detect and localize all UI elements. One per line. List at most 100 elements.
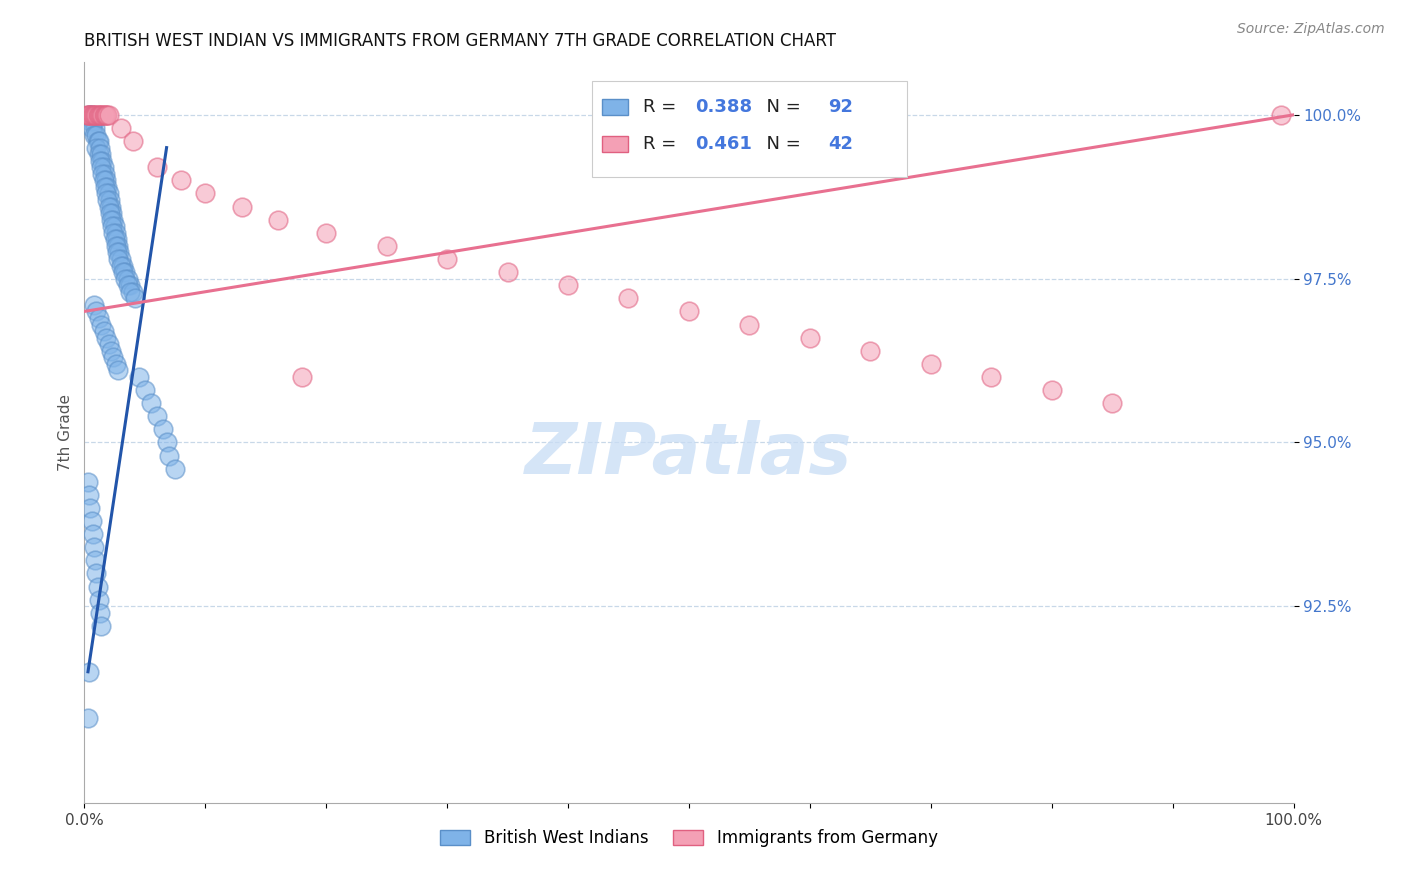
Point: [436, 252, 458, 266]
Point: [86, 140, 108, 154]
Point: [110, 259, 132, 273]
Point: [1040, 383, 1063, 397]
Point: [94, 330, 117, 344]
Point: [79, 108, 101, 122]
Point: [139, 396, 162, 410]
Point: [83, 541, 105, 555]
Point: [97, 200, 120, 214]
Point: [98, 206, 121, 220]
Point: [114, 271, 136, 285]
Point: [103, 226, 125, 240]
Text: N =: N =: [755, 98, 807, 116]
Point: [124, 291, 146, 305]
Text: Source: ZipAtlas.com: Source: ZipAtlas.com: [1237, 22, 1385, 37]
Point: [107, 363, 129, 377]
Point: [859, 343, 882, 358]
Point: [97, 108, 120, 122]
Point: [77, 108, 100, 122]
Point: [738, 318, 761, 332]
Point: [1270, 108, 1292, 122]
Point: [89, 606, 111, 620]
Point: [108, 245, 131, 260]
Point: [89, 153, 111, 168]
Point: [80, 120, 103, 135]
Point: [107, 239, 129, 253]
Point: [121, 134, 143, 148]
Point: [86, 108, 108, 122]
Point: [76, 108, 98, 122]
Point: [94, 108, 117, 122]
Point: [146, 409, 169, 424]
Point: [165, 461, 187, 475]
Point: [82, 114, 104, 128]
Point: [77, 488, 100, 502]
Point: [117, 271, 139, 285]
Point: [90, 147, 112, 161]
Point: [86, 580, 108, 594]
Point: [103, 212, 125, 227]
Point: [107, 252, 129, 266]
Point: [82, 108, 104, 122]
Point: [93, 108, 115, 122]
Point: [97, 186, 120, 201]
Text: 0.461: 0.461: [695, 135, 752, 153]
Point: [112, 259, 135, 273]
Point: [79, 108, 101, 122]
Point: [121, 285, 143, 299]
Point: [267, 212, 290, 227]
Point: [120, 285, 142, 299]
Point: [105, 245, 128, 260]
Point: [77, 665, 100, 679]
Point: [86, 304, 108, 318]
Point: [104, 357, 127, 371]
Point: [93, 173, 115, 187]
Point: [83, 108, 105, 122]
Point: [83, 128, 105, 142]
Point: [77, 108, 100, 122]
Point: [87, 592, 110, 607]
Point: [194, 186, 217, 201]
Point: [112, 265, 135, 279]
Text: R =: R =: [643, 135, 682, 153]
Point: [104, 232, 127, 246]
Point: [105, 232, 128, 246]
Text: R =: R =: [643, 98, 682, 116]
Text: 42: 42: [828, 135, 853, 153]
Point: [98, 193, 121, 207]
Point: [799, 330, 821, 344]
Point: [557, 278, 579, 293]
Y-axis label: 7th Grade: 7th Grade: [58, 394, 73, 471]
Point: [100, 212, 122, 227]
Point: [83, 298, 105, 312]
Point: [101, 219, 124, 234]
Point: [980, 370, 1002, 384]
Point: [155, 435, 177, 450]
Point: [90, 318, 112, 332]
Point: [103, 351, 125, 365]
Point: [496, 265, 519, 279]
Point: [90, 161, 112, 175]
Point: [86, 108, 108, 122]
Point: [231, 200, 253, 214]
Point: [104, 219, 127, 234]
Point: [91, 108, 114, 122]
Point: [157, 449, 180, 463]
Point: [617, 291, 640, 305]
Point: [87, 147, 110, 161]
Point: [86, 128, 108, 142]
Point: [86, 134, 108, 148]
Text: 0.388: 0.388: [695, 98, 752, 116]
Point: [110, 120, 132, 135]
Point: [96, 180, 118, 194]
Point: [94, 167, 117, 181]
Point: [96, 193, 118, 207]
Point: [87, 108, 110, 122]
Point: [94, 173, 117, 187]
Point: [120, 278, 142, 293]
Point: [170, 173, 193, 187]
Point: [80, 514, 103, 528]
Point: [89, 108, 111, 122]
Bar: [602, 99, 628, 115]
Point: [104, 226, 127, 240]
Point: [94, 186, 117, 201]
